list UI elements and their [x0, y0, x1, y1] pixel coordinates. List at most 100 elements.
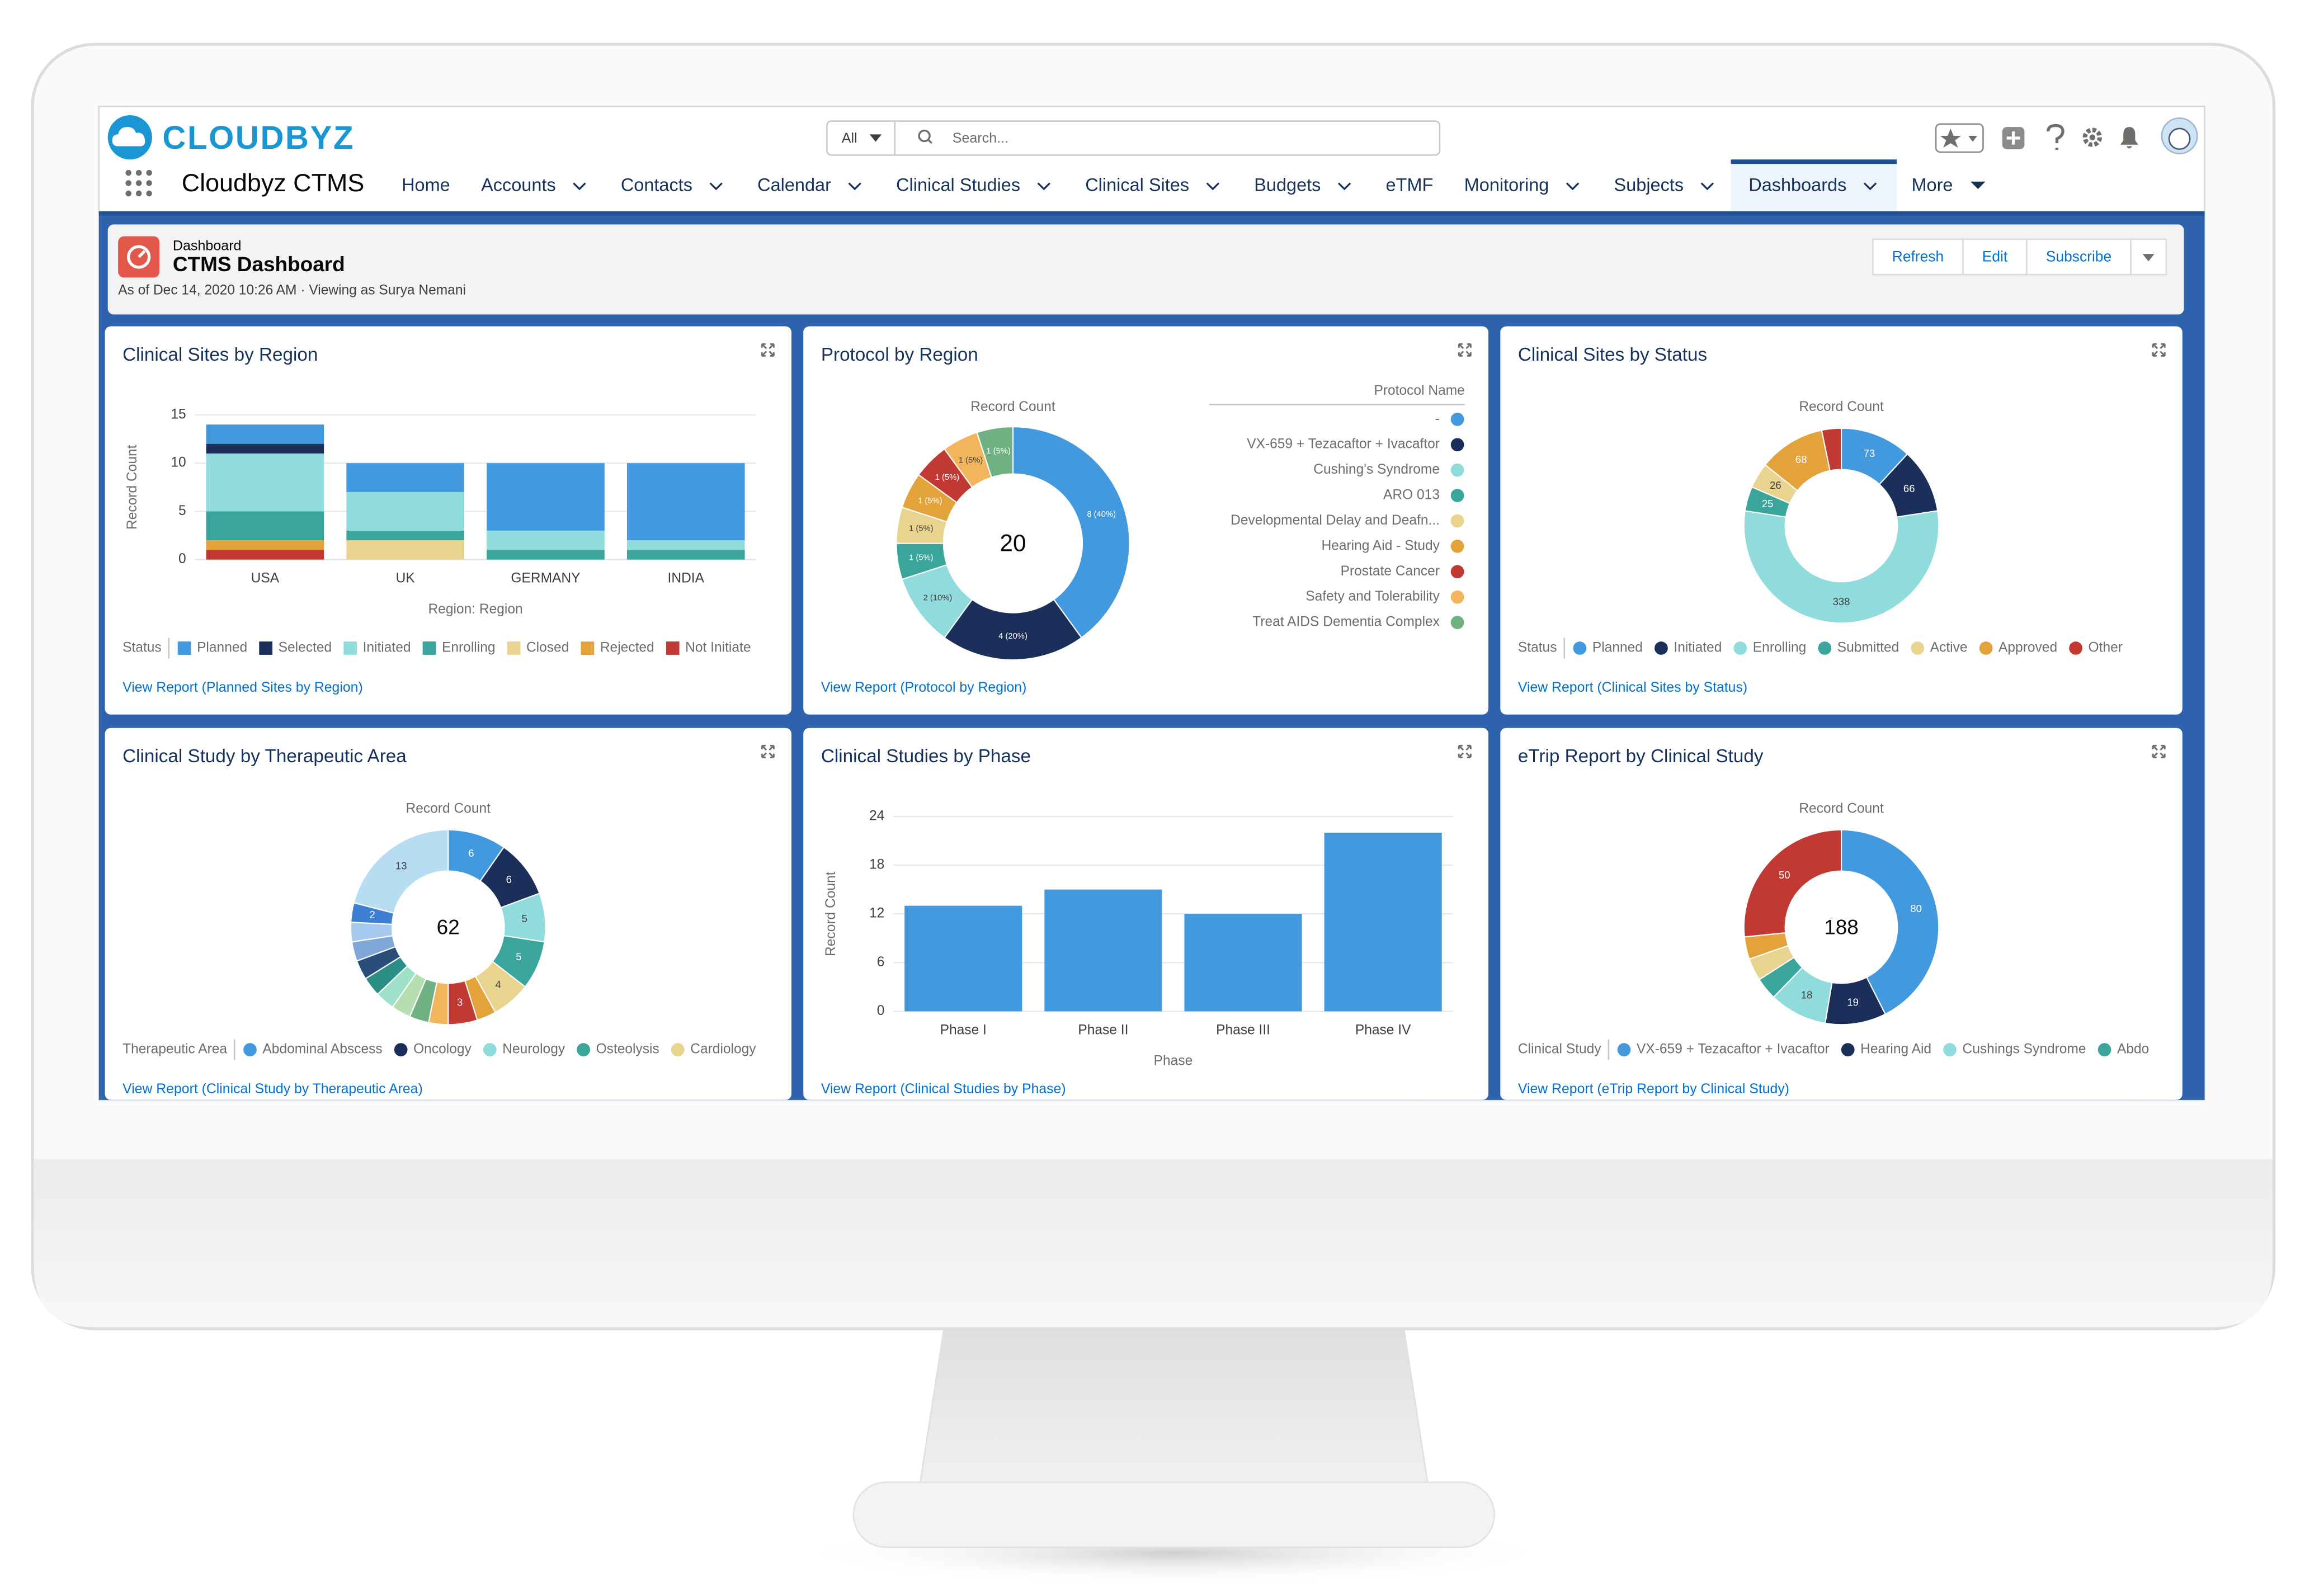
- data-label: 18: [1801, 989, 1813, 1000]
- bar-segment: [206, 453, 324, 512]
- legend-label[interactable]: VX-659 + Tezacaftor + Ivacaftor: [1637, 1042, 1830, 1057]
- nav-item[interactable]: Dashboards: [1748, 174, 1846, 195]
- legend-label[interactable]: Cushings Syndrome: [1963, 1042, 2086, 1057]
- app-launcher[interactable]: [125, 169, 152, 197]
- nav-item[interactable]: Calendar: [757, 174, 831, 195]
- view-report-link[interactable]: View Report (Clinical Sites by Status): [1518, 680, 1747, 695]
- search-box[interactable]: [826, 120, 1441, 156]
- legend-marker: [507, 641, 521, 655]
- legend-label[interactable]: Hearing Aid - Study: [1321, 538, 1440, 553]
- legend-title: Protocol Name: [1374, 383, 1464, 398]
- data-label: 1 (5%): [909, 524, 934, 533]
- x-axis-label: Region: Region: [428, 602, 522, 617]
- bar-segment: [206, 550, 324, 560]
- legend-label[interactable]: Cardiology: [690, 1042, 756, 1057]
- donut-slice: [1743, 829, 1842, 938]
- legend-label[interactable]: Approved: [1998, 640, 2057, 655]
- y-tick-label: 0: [877, 1003, 885, 1018]
- nav-item[interactable]: Home: [402, 174, 450, 195]
- help-icon[interactable]: [2047, 124, 2064, 150]
- legend-label[interactable]: Closed: [526, 640, 569, 655]
- nav-item[interactable]: Monitoring: [1464, 174, 1549, 195]
- expand-icon[interactable]: [2152, 744, 2166, 758]
- expand-icon[interactable]: [761, 744, 775, 758]
- nav-item[interactable]: More: [1911, 174, 1953, 195]
- expand-icon[interactable]: [1458, 343, 1472, 357]
- donut-slice: [1012, 426, 1130, 639]
- legend-label[interactable]: Not Initiate: [685, 640, 751, 655]
- header-button[interactable]: [1962, 238, 2028, 276]
- legend-label[interactable]: Prostate Cancer: [1341, 564, 1440, 579]
- nav-item[interactable]: Contacts: [621, 174, 692, 195]
- search-placeholder[interactable]: Search...: [953, 130, 1008, 146]
- legend-label[interactable]: Enrolling: [442, 640, 496, 655]
- legend-label[interactable]: Developmental Delay and Deafn...: [1231, 513, 1440, 528]
- widget-card: [1500, 326, 2183, 715]
- legend-label[interactable]: Planned: [197, 640, 247, 655]
- nav-item[interactable]: Subjects: [1614, 174, 1684, 195]
- header-button-label[interactable]: Refresh: [1892, 248, 1944, 265]
- legend-label[interactable]: Planned: [1592, 640, 1643, 655]
- legend-label[interactable]: Treat AIDS Dementia Complex: [1252, 615, 1440, 630]
- header-button-label[interactable]: Edit: [1982, 248, 2008, 265]
- legend-label[interactable]: Safety and Tolerability: [1305, 589, 1440, 604]
- legend-label[interactable]: Rejected: [600, 640, 654, 655]
- expand-icon[interactable]: [761, 343, 775, 357]
- search-scope[interactable]: All: [842, 130, 857, 146]
- data-label: 5: [516, 951, 521, 962]
- widget-title: Clinical Sites by Region: [122, 344, 318, 365]
- header-button-label[interactable]: Subscribe: [2046, 248, 2111, 265]
- logo-cloud: [112, 127, 145, 147]
- nav-item[interactable]: Budgets: [1254, 174, 1321, 195]
- nav-item[interactable]: Clinical Sites: [1085, 174, 1189, 195]
- legend-title: Status: [122, 640, 162, 655]
- x-tick-label: Phase III: [1216, 1022, 1270, 1037]
- legend-label[interactable]: Hearing Aid: [1860, 1042, 1931, 1057]
- bar-segment: [626, 550, 745, 560]
- legend-marker: [1450, 412, 1464, 426]
- legend-label[interactable]: Cushing's Syndrome: [1313, 462, 1440, 477]
- nav-highlight-layer: [1731, 159, 1897, 211]
- legend-label[interactable]: Osteolysis: [596, 1042, 659, 1057]
- legend-label[interactable]: Initiated: [1674, 640, 1722, 655]
- data-label: 2: [369, 909, 375, 920]
- header-menu-caret: [2142, 254, 2155, 262]
- legend-label[interactable]: ARO 013: [1383, 488, 1440, 503]
- view-report-link[interactable]: View Report (Planned Sites by Region): [122, 680, 363, 695]
- legend-label[interactable]: Selected: [279, 640, 332, 655]
- expand-icon[interactable]: [2152, 343, 2166, 357]
- legend-label[interactable]: -: [1435, 411, 1440, 426]
- x-tick-label: GERMANY: [511, 570, 580, 585]
- view-report-link[interactable]: View Report (eTrip Report by Clinical St…: [1518, 1082, 1789, 1097]
- legend-label[interactable]: Other: [2089, 640, 2123, 655]
- favorites-button[interactable]: [1935, 123, 1984, 153]
- setup-gear-hub: [2089, 134, 2096, 140]
- notifications-bell[interactable]: [2120, 127, 2138, 149]
- metric-label: Record Count: [1799, 801, 1884, 816]
- legend-marker: [1943, 1043, 1957, 1056]
- widget-title: Clinical Studies by Phase: [821, 746, 1031, 767]
- nav-item[interactable]: Clinical Studies: [896, 174, 1020, 195]
- legend-label[interactable]: Oncology: [413, 1042, 472, 1057]
- bar-segment: [487, 530, 605, 550]
- nav-item[interactable]: Accounts: [481, 174, 556, 195]
- bar-segment: [346, 492, 465, 531]
- legend-marker: [1450, 438, 1464, 452]
- legend-label[interactable]: Submitted: [1837, 640, 1899, 655]
- nav-item[interactable]: eTMF: [1386, 174, 1434, 195]
- legend-label[interactable]: VX-659 + Tezacaftor + Ivacaftor: [1247, 437, 1440, 452]
- legend-label[interactable]: Abdo: [2117, 1042, 2149, 1057]
- view-report-link[interactable]: View Report (Protocol by Region): [821, 680, 1027, 695]
- legend-label[interactable]: Neurology: [502, 1042, 565, 1057]
- setup-gear[interactable]: [2082, 128, 2103, 147]
- view-report-link[interactable]: View Report (Clinical Studies by Phase): [821, 1082, 1066, 1097]
- data-label: 68: [1795, 454, 1807, 465]
- legend-label[interactable]: Enrolling: [1753, 640, 1807, 655]
- monitor-chin: [34, 1159, 2273, 1328]
- legend-label[interactable]: Initiated: [363, 640, 411, 655]
- expand-icon[interactable]: [1458, 744, 1472, 758]
- view-report-link[interactable]: View Report (Clinical Study by Therapeut…: [122, 1082, 423, 1097]
- legend-label[interactable]: Abdominal Abscess: [262, 1042, 382, 1057]
- bar-segment: [206, 424, 324, 444]
- legend-label[interactable]: Active: [1930, 640, 1968, 655]
